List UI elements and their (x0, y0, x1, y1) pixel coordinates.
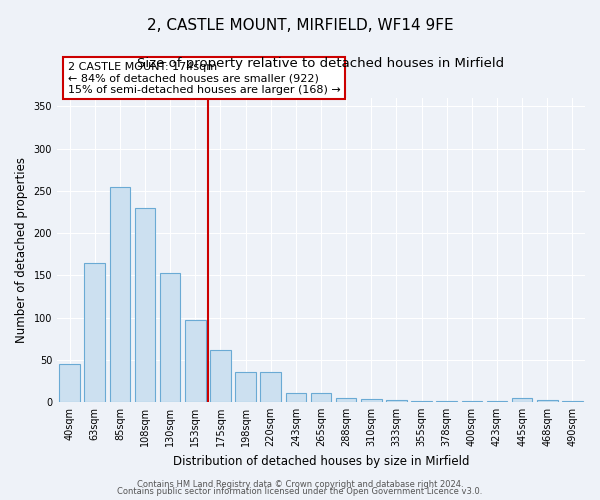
Bar (436, 401, 457, 402)
Text: 2, CASTLE MOUNT, MIRFIELD, WF14 9FE: 2, CASTLE MOUNT, MIRFIELD, WF14 9FE (146, 18, 454, 32)
Text: 2 CASTLE MOUNT: 174sqm
← 84% of detached houses are smaller (922)
15% of semi-de: 2 CASTLE MOUNT: 174sqm ← 84% of detached… (68, 62, 340, 95)
Text: Contains HM Land Registry data © Crown copyright and database right 2024.: Contains HM Land Registry data © Crown c… (137, 480, 463, 489)
Bar (562, 401, 583, 402)
Bar (85, 262, 105, 402)
Bar (135, 208, 155, 402)
Bar (286, 392, 306, 402)
Bar (537, 400, 557, 402)
Bar (185, 320, 206, 402)
Bar (411, 401, 432, 402)
Bar (361, 400, 382, 402)
Title: Size of property relative to detached houses in Mirfield: Size of property relative to detached ho… (137, 58, 505, 70)
Bar (461, 401, 482, 402)
Y-axis label: Number of detached properties: Number of detached properties (15, 157, 28, 343)
Bar (336, 398, 356, 402)
Bar (311, 394, 331, 402)
Bar (59, 364, 80, 402)
Bar (160, 273, 181, 402)
Text: Contains public sector information licensed under the Open Government Licence v3: Contains public sector information licen… (118, 487, 482, 496)
Bar (235, 372, 256, 402)
Bar (210, 350, 231, 402)
Bar (487, 401, 508, 402)
Bar (386, 400, 407, 402)
Bar (110, 186, 130, 402)
X-axis label: Distribution of detached houses by size in Mirfield: Distribution of detached houses by size … (173, 454, 469, 468)
Bar (260, 372, 281, 402)
Bar (512, 398, 532, 402)
